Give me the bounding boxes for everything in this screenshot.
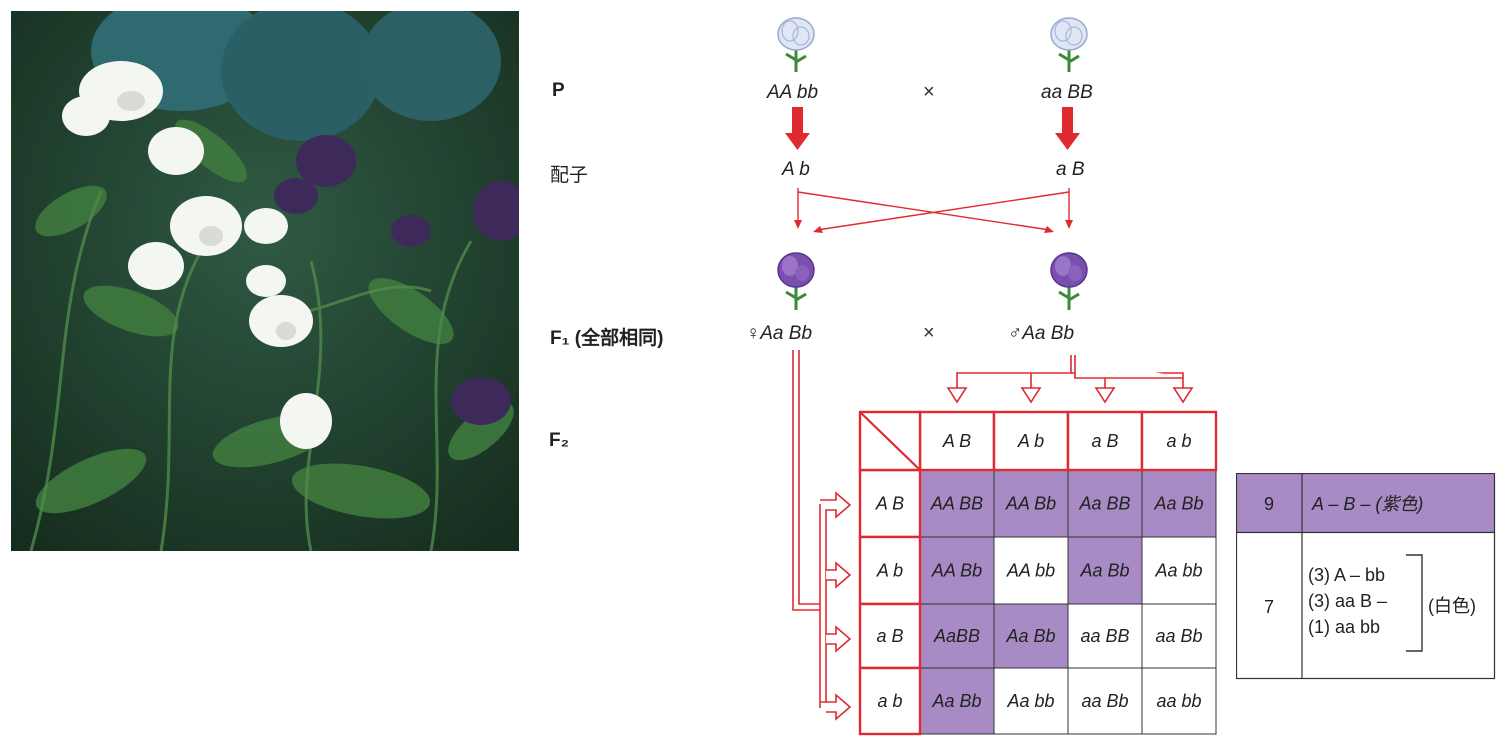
punnett-corner-diagonal xyxy=(859,411,921,471)
punnett-col-header-label: a b xyxy=(1166,431,1191,451)
punnett-cell-genotype: Aa Bb xyxy=(1005,626,1055,646)
punnett-col-header-label: a B xyxy=(1091,431,1118,451)
punnett-cell xyxy=(919,536,995,605)
punnett-square: AA BB AA Bb Aa BB Aa Bb AA Bb AA bb Aa Bb Aa bb… xyxy=(858,410,1218,736)
summary-purple-text: A – B – (紫色) xyxy=(1311,494,1423,514)
punnett-row-header-label: A B xyxy=(875,494,904,514)
punnett-row-header xyxy=(858,666,922,736)
purple-flower-icon-left xyxy=(772,250,820,317)
summary-table: 9 A – B – (紫色) 7 (3) A – bb (3) aa B – (… xyxy=(1236,473,1496,680)
punnett-cell xyxy=(919,603,995,669)
thick-arrow-right-icon xyxy=(1055,107,1080,150)
punnett-col-header xyxy=(1140,410,1218,472)
f2-row-label: F₂ xyxy=(549,430,570,451)
punnett-row-header-label: a b xyxy=(877,691,902,711)
parent-cross-symbol: × xyxy=(923,81,935,103)
female-distribution-arrows xyxy=(792,350,827,708)
punnett-row-header xyxy=(858,535,922,606)
f1-male-genotype: ♂Aa Bb xyxy=(1008,323,1075,344)
summary-white-row xyxy=(1236,531,1496,680)
punnett-cell-genotype: aa BB xyxy=(1080,626,1129,646)
punnett-col-header xyxy=(1066,410,1144,472)
punnett-cell-genotype: Aa BB xyxy=(1078,494,1130,514)
punnett-cell-genotype: AA bb xyxy=(1006,561,1055,581)
punnett-cell xyxy=(1141,536,1217,605)
punnett-col-header-label: A b xyxy=(1017,431,1044,451)
p-row-label: P xyxy=(552,80,565,101)
summary-purple-row xyxy=(1236,473,1496,534)
gamete-cross-arrows xyxy=(797,188,1070,231)
punnett-row-header xyxy=(858,602,922,670)
punnett-col-header-label: A B xyxy=(942,431,971,451)
punnett-cell-genotype: Aa Bb xyxy=(1079,561,1129,581)
punnett-cell xyxy=(1067,536,1143,605)
summary-purple-count: 9 xyxy=(1264,494,1274,514)
punnett-cell-genotype: aa Bb xyxy=(1155,626,1202,646)
summary-bracket xyxy=(1406,554,1423,652)
summary-white-line-1: (3) A – bb xyxy=(1308,565,1385,585)
punnett-cell xyxy=(1141,603,1217,669)
parent-left-gamete: A b xyxy=(782,159,810,180)
punnett-cell xyxy=(1067,603,1143,669)
parent-right-gamete: a B xyxy=(1056,159,1085,180)
f1-female-genotype: ♀Aa Bb xyxy=(746,323,813,344)
thick-arrow-left-icon xyxy=(785,107,810,150)
summary-white-label: (白色) xyxy=(1428,596,1476,616)
punnett-cell xyxy=(993,469,1069,538)
male-distribution-arrows xyxy=(956,355,1184,388)
summary-white-line-3: (1) aa bb xyxy=(1308,617,1380,637)
punnett-cell xyxy=(919,667,995,735)
punnett-cell-genotype: Aa bb xyxy=(1154,561,1202,581)
white-flower-icon-right xyxy=(1045,14,1093,79)
punnett-cell-genotype: aa Bb xyxy=(1081,691,1128,711)
f1-cross-symbol: × xyxy=(923,322,935,344)
punnett-cell xyxy=(1141,667,1217,735)
punnett-cell xyxy=(1067,667,1143,735)
photo-illustration xyxy=(11,11,519,551)
punnett-cell-genotype: Aa Bb xyxy=(1153,494,1203,514)
punnett-row-header-label: a B xyxy=(876,626,903,646)
summary-white-line-2: (3) aa B – xyxy=(1308,591,1387,611)
parent-right-genotype: aa BB xyxy=(1041,82,1093,103)
punnett-cell-genotype: aa bb xyxy=(1156,691,1201,711)
gamete-row-label: 配子 xyxy=(550,165,589,186)
punnett-cell-genotype: Aa Bb xyxy=(931,691,981,711)
white-flower-icon-left xyxy=(772,14,820,79)
punnett-cell xyxy=(1141,469,1217,538)
punnett-cell-genotype: AaBB xyxy=(933,626,980,646)
summary-white-count: 7 xyxy=(1264,597,1274,617)
punnett-cell-genotype: AA Bb xyxy=(1005,494,1056,514)
punnett-cell-genotype: AA BB xyxy=(930,494,983,514)
sweet-pea-photo xyxy=(11,11,519,551)
f1-row-label: F₁ (全部相同) xyxy=(550,328,664,349)
punnett-cell-genotype: Aa bb xyxy=(1006,691,1054,711)
punnett-cell-genotype: AA Bb xyxy=(931,561,982,581)
parent-left-genotype: AA bb xyxy=(767,82,819,103)
punnett-row-header-label: A b xyxy=(876,561,903,581)
purple-flower-icon-right xyxy=(1045,250,1093,317)
